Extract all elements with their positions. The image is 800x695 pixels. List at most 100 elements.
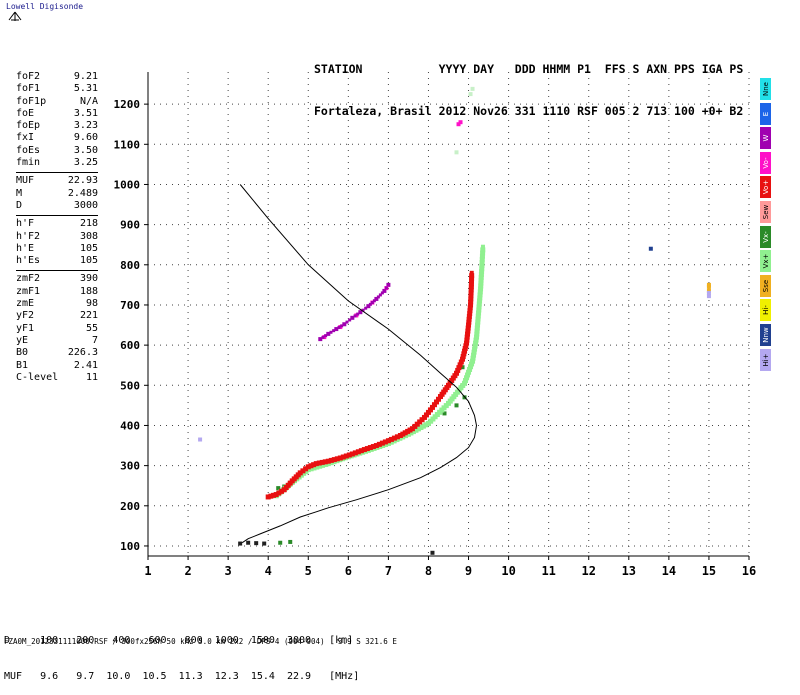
- trace-point: [349, 451, 355, 457]
- trace-point: [462, 380, 468, 386]
- trace-point: [420, 423, 426, 429]
- param-row: yF1 55: [16, 323, 98, 335]
- file-metadata: FZA0M_2012331111000.RSF / 300fx256h 50 k…: [4, 637, 397, 646]
- param-row: C-level 11: [16, 372, 98, 384]
- trace-point: [337, 455, 343, 461]
- trace-point: [456, 365, 462, 371]
- param-row: h'F 218: [16, 218, 98, 230]
- muf-row: MUF 9.6 9.7 10.0 10.5 11.3 12.3 15.4 22.…: [4, 671, 360, 682]
- param-separator: [16, 270, 98, 272]
- trace-point: [480, 244, 485, 249]
- trace-point: [367, 445, 373, 451]
- param-name: D: [16, 199, 23, 211]
- trace-point: [477, 289, 483, 295]
- y-tick-label: 600: [120, 339, 140, 352]
- trace-point: [388, 439, 394, 445]
- trace-point: [325, 458, 331, 464]
- y-tick-label: 1200: [114, 98, 141, 111]
- trace-point: [469, 273, 475, 279]
- trace-point: [470, 358, 476, 364]
- trace-point: [391, 435, 397, 441]
- trace-point: [373, 443, 379, 449]
- trace-point: [279, 488, 285, 494]
- trace-point: [469, 275, 475, 281]
- trace-point: [475, 322, 481, 328]
- trace-point: [374, 297, 378, 301]
- trace-point: [463, 378, 469, 384]
- trace-point: [442, 411, 447, 416]
- legend-label: Sew: [761, 204, 770, 220]
- param-separator: [16, 215, 98, 217]
- param-name: h'Es: [16, 255, 41, 267]
- param-row: zmF2 390: [16, 273, 98, 285]
- trace-point: [478, 286, 484, 292]
- trace-point: [468, 296, 474, 302]
- param-value: 105: [79, 242, 98, 254]
- legend-item: Vx-: [760, 225, 771, 248]
- param-value: 3000: [73, 199, 98, 211]
- trace-point: [435, 396, 441, 402]
- trace-point: [382, 439, 388, 445]
- trace-point: [343, 453, 349, 459]
- param-row: yE 7: [16, 335, 98, 347]
- trace-point: [468, 293, 474, 299]
- trace-point: [476, 310, 482, 316]
- trace-point: [470, 86, 475, 91]
- x-tick-label: 4: [265, 564, 272, 578]
- trace-point: [408, 430, 414, 436]
- trace-point: [361, 308, 365, 312]
- x-tick-label: 14: [662, 564, 676, 578]
- trace-point: [706, 290, 711, 295]
- trace-point: [353, 314, 357, 318]
- trace-point: [403, 433, 409, 439]
- param-row: zmE 98: [16, 298, 98, 310]
- trace-point: [468, 284, 474, 290]
- trace-point: [465, 331, 471, 337]
- trace-point: [246, 540, 251, 545]
- trace-point: [370, 444, 376, 450]
- trace-point: [361, 447, 367, 453]
- trace-point: [471, 352, 477, 358]
- y-tick-label: 1000: [114, 178, 141, 191]
- param-name: zmF1: [16, 285, 41, 297]
- trace-point: [454, 370, 460, 376]
- trace-point: [476, 304, 482, 310]
- param-name: yE: [16, 334, 29, 346]
- trace-point: [340, 454, 346, 460]
- trace-point: [340, 324, 344, 328]
- trace-point: [368, 302, 372, 306]
- trace-point: [331, 457, 337, 463]
- trace-point: [313, 461, 319, 467]
- trace-point: [314, 464, 320, 470]
- trace-point: [405, 431, 411, 437]
- legend-item: Nne: [760, 78, 771, 100]
- trace-point: [433, 399, 439, 405]
- param-row: h'Es 105: [16, 255, 98, 267]
- x-tick-label: 10: [501, 564, 515, 578]
- param-row: fxI 9.60: [16, 132, 98, 144]
- param-name: h'F2: [16, 230, 41, 242]
- trace-point: [706, 284, 711, 289]
- param-row: zmF1 188: [16, 286, 98, 298]
- trace-point: [423, 422, 429, 428]
- trace-point: [320, 462, 326, 468]
- trace-point: [297, 470, 303, 476]
- trace-point: [471, 349, 477, 355]
- trace-point: [328, 457, 334, 463]
- trace-point: [262, 541, 267, 546]
- param-value: 221: [79, 310, 98, 322]
- legend-item: Hi-: [760, 299, 771, 322]
- trace-point: [467, 366, 473, 372]
- param-name: M: [16, 187, 23, 199]
- trace-point: [303, 466, 309, 472]
- legend-label: Vo+: [761, 180, 770, 195]
- param-name: C-level: [16, 371, 59, 383]
- trace-point: [429, 404, 435, 410]
- trace-point: [465, 325, 471, 331]
- trace-point: [475, 313, 481, 319]
- x-tick-label: 15: [702, 564, 716, 578]
- trace-point: [462, 348, 468, 354]
- legend-label: Nne: [761, 82, 770, 96]
- trace-point: [474, 331, 480, 337]
- trace-point: [480, 250, 486, 256]
